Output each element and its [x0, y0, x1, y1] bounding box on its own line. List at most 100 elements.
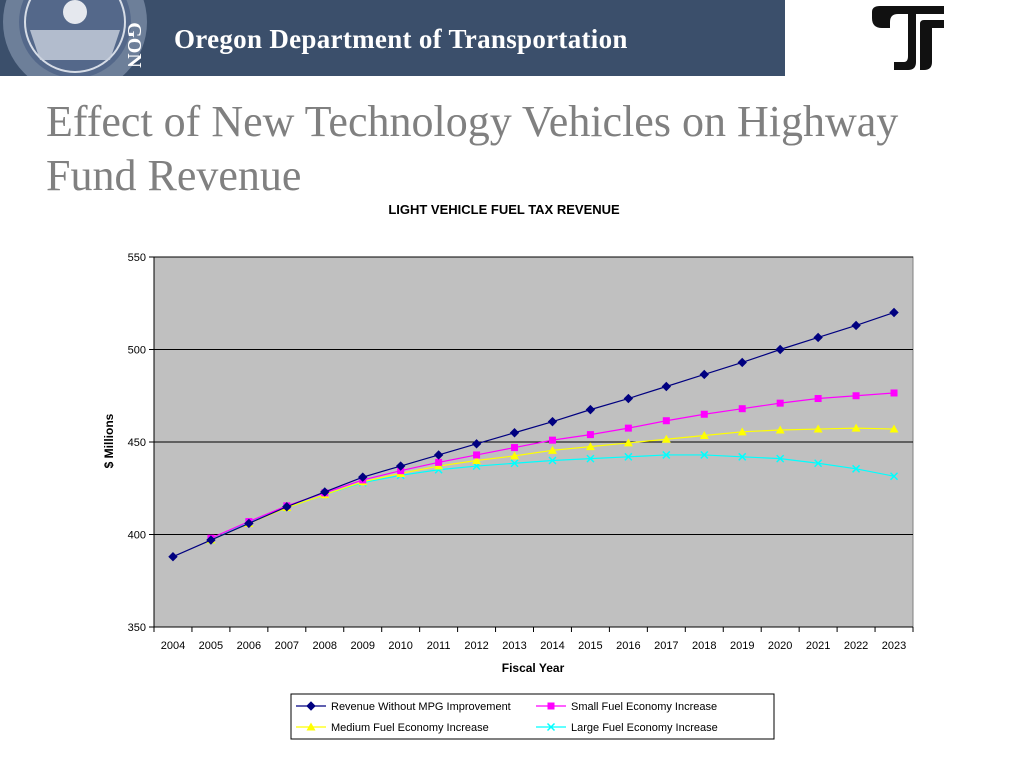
- x-tick-label: 2023: [882, 640, 906, 652]
- data-point: [358, 472, 368, 482]
- data-point: [737, 357, 747, 368]
- x-tick-label: 2004: [161, 640, 185, 652]
- data-point: [814, 395, 822, 403]
- data-point: [509, 428, 520, 438]
- legend-marker: [306, 722, 316, 731]
- legend-label: Small Fuel Economy Increase: [571, 701, 717, 713]
- data-point: [813, 332, 823, 343]
- x-tick-label: 2019: [730, 640, 754, 652]
- x-tick-label: 2017: [654, 640, 678, 652]
- data-point: [700, 410, 708, 418]
- data-point: [699, 369, 709, 380]
- data-point: [889, 472, 899, 481]
- legend-item: Revenue Without MPG Improvement: [296, 701, 511, 713]
- data-point: [244, 518, 254, 529]
- data-point: [851, 320, 861, 331]
- data-point: [282, 502, 292, 512]
- legend-item: Small Fuel Economy Increase: [536, 701, 717, 713]
- data-point: [585, 404, 596, 415]
- data-point: [851, 423, 861, 432]
- data-point: [852, 392, 860, 400]
- y-tick-label: 350: [128, 622, 146, 634]
- data-point: [737, 427, 747, 436]
- data-point: [699, 431, 709, 440]
- x-tick-label: 2011: [427, 640, 451, 652]
- x-tick-label: 2005: [199, 640, 223, 652]
- x-tick-label: 2009: [350, 640, 374, 652]
- legend-box: [290, 693, 775, 740]
- seal-text: GON: [123, 22, 145, 68]
- data-point: [852, 464, 861, 473]
- x-tick-label: 2007: [275, 640, 299, 652]
- data-point: [775, 344, 785, 355]
- data-point: [624, 424, 632, 432]
- data-point: [168, 551, 178, 562]
- data-point: [813, 424, 823, 433]
- data-point: [471, 439, 482, 449]
- x-tick-label: 2013: [502, 640, 526, 652]
- legend: Revenue Without MPG Improvement Small Fue…: [290, 693, 775, 740]
- series-line: [172, 311, 895, 558]
- data-point: [472, 456, 482, 464]
- data-point: [623, 393, 634, 404]
- data-point: [700, 450, 709, 459]
- organization-name: Oregon Department of Transportation: [174, 24, 628, 54]
- odot-logo-icon: [872, 6, 944, 70]
- x-tick-label: 2008: [313, 640, 337, 652]
- slide-title: Effect of New Technology Vehicles on Hig…: [46, 97, 899, 200]
- data-point: [661, 381, 672, 392]
- data-point: [320, 487, 330, 497]
- x-tick-label: 2020: [768, 640, 792, 652]
- header-banner: GON Oregon Department of Transportation: [0, 0, 785, 76]
- data-point: [206, 535, 216, 545]
- axes: 350 400 450 500 550 2004 2005 2006 2007 2008 2009 2…: [128, 252, 914, 652]
- x-tick-label: 2015: [578, 640, 602, 652]
- data-point: [890, 389, 898, 397]
- legend-marker: [547, 702, 555, 710]
- y-tick-label: 550: [128, 252, 146, 264]
- x-tick-label: 2018: [692, 640, 716, 652]
- data-point: [510, 451, 520, 460]
- series-1: [168, 307, 899, 562]
- legend-marker: [306, 701, 316, 711]
- data-point: [435, 458, 443, 466]
- data-point: [585, 442, 595, 451]
- y-axis-title: $ Millions: [102, 413, 116, 468]
- x-tick-label: 2012: [464, 640, 488, 652]
- chart-title: LIGHT VEHICLE FUEL TAX REVENUE: [388, 202, 620, 217]
- data-point: [547, 445, 557, 454]
- data-point: [814, 459, 823, 468]
- data-point: [775, 425, 785, 434]
- legend-label: Revenue Without MPG Improvement: [331, 701, 511, 713]
- data-point: [586, 431, 594, 439]
- x-tick-label: 2021: [806, 640, 830, 652]
- data-point: [661, 434, 671, 443]
- data-point: [889, 307, 899, 318]
- data-point: [547, 416, 558, 427]
- legend-marker: [546, 722, 556, 732]
- data-point: [548, 456, 557, 465]
- data-point: [473, 451, 481, 459]
- data-point: [738, 405, 746, 413]
- data-point: [511, 444, 519, 452]
- data-point: [776, 399, 784, 407]
- data-point: [662, 450, 671, 459]
- data-point: [624, 452, 633, 461]
- x-tick-label: 2014: [540, 640, 564, 652]
- y-tick-label: 500: [128, 345, 146, 357]
- data-point: [738, 452, 747, 461]
- data-point: [395, 461, 406, 471]
- x-tick-label: 2016: [616, 640, 640, 652]
- gridlines: [154, 256, 913, 535]
- y-tick-label: 450: [128, 437, 146, 449]
- oregon-state-seal-icon: GON: [3, 0, 147, 76]
- x-tick-label: 2010: [388, 640, 412, 652]
- y-tick-label: 400: [128, 530, 146, 542]
- data-point: [510, 459, 519, 468]
- data-point: [433, 450, 444, 460]
- x-axis-title: Fiscal Year: [502, 661, 565, 675]
- data-point: [776, 454, 785, 463]
- x-tick-label: 2006: [237, 640, 261, 652]
- data-point: [889, 424, 899, 433]
